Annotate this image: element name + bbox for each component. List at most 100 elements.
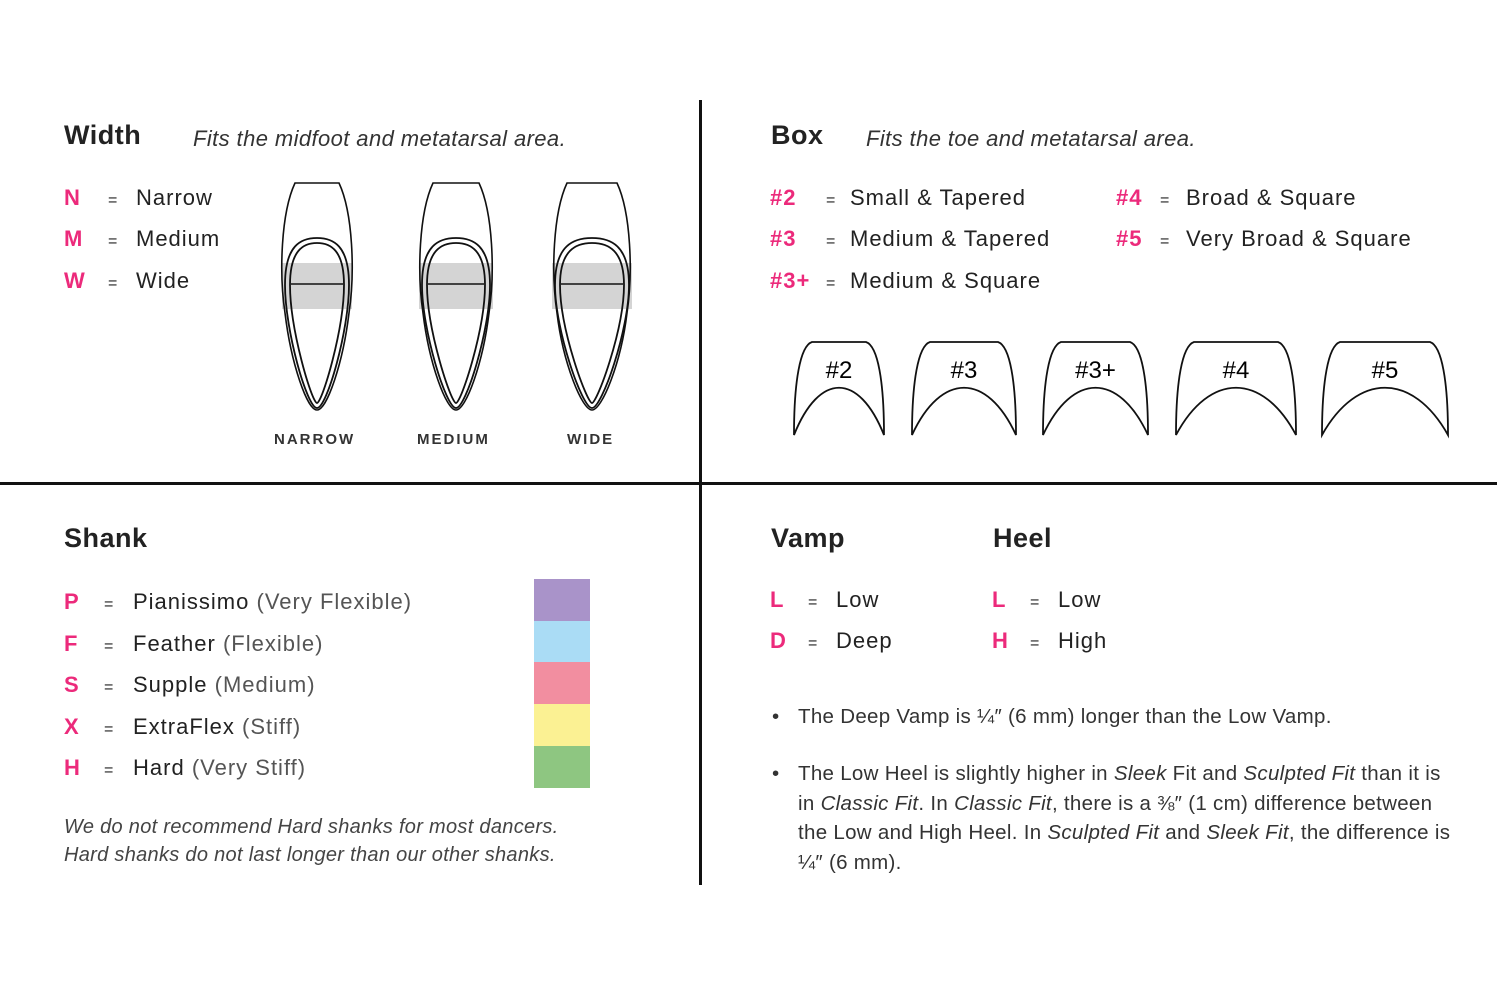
box-outline xyxy=(793,341,885,436)
width-item: M = Medium xyxy=(64,226,221,251)
shank-title: Shank xyxy=(64,523,148,553)
box-item: #3 = Medium & Tapered xyxy=(770,226,1051,251)
box-item: #4 = Broad & Square xyxy=(1116,185,1357,210)
box-label: Very Broad & Square xyxy=(1186,226,1412,251)
slipper-opening xyxy=(289,242,345,404)
heel-title: Heel xyxy=(993,523,1053,553)
width-code: M xyxy=(64,226,84,251)
box-shape-icon: #5 xyxy=(1321,341,1449,439)
shank-label: Hard xyxy=(133,755,185,780)
width-code: N xyxy=(64,185,81,210)
box-item: #2 = Small & Tapered xyxy=(770,185,1027,210)
shank-item: H = Hard (Very Stiff) xyxy=(64,755,307,780)
box-outline xyxy=(1175,341,1297,436)
box-outline xyxy=(1042,341,1149,436)
horizontal-divider xyxy=(0,482,1497,485)
box-label: Medium & Tapered xyxy=(850,226,1051,251)
box-shape-label: #3 xyxy=(951,357,978,384)
vamp-label: Low xyxy=(836,587,880,612)
width-code: W xyxy=(64,268,86,293)
slipper-outline xyxy=(281,182,353,411)
shank-detail: (Stiff) xyxy=(242,713,302,739)
shank-item: P = Pianissimo (Very Flexible) xyxy=(64,589,413,614)
heel-note-bullet: • The Low Heel is slightly higher in Slee… xyxy=(772,762,1451,874)
shank-detail: (Medium) xyxy=(214,672,316,697)
box-code: #3+ xyxy=(770,268,811,293)
vamp-item: L = Low xyxy=(770,587,880,612)
heel-item: L = Low xyxy=(992,587,1102,612)
shank-note-line: Hard shanks do not last longer than our … xyxy=(64,844,556,866)
shank-color-swatch xyxy=(534,579,590,621)
slipper-icon xyxy=(552,182,632,411)
wide-label: WIDE xyxy=(567,431,615,448)
box-shape-icon: #2 xyxy=(793,341,885,436)
slipper-opening xyxy=(559,242,625,404)
vertical-divider xyxy=(699,100,702,885)
box-outline xyxy=(911,341,1017,436)
width-label: Narrow xyxy=(136,185,213,210)
slipper-opening xyxy=(426,242,486,404)
width-label: Wide xyxy=(136,268,191,293)
vamp-label: Deep xyxy=(836,628,893,653)
width-title: Width xyxy=(64,120,142,150)
box-shape-label: #3+ xyxy=(1075,357,1116,384)
bullet-text: The Deep Vamp is ¼″ (6 mm) longer than t… xyxy=(798,705,1332,728)
width-label: Medium xyxy=(136,226,221,251)
shank-color-swatch xyxy=(534,620,590,663)
width-item: N = Narrow xyxy=(64,185,213,210)
shank-note-line: We do not recommend Hard shanks for most… xyxy=(64,816,559,838)
box-code: #5 xyxy=(1116,226,1143,251)
shank-color-swatch xyxy=(534,745,590,788)
box-title: Box xyxy=(771,120,824,150)
box-shape-label: #2 xyxy=(826,357,853,384)
box-shape-label: #5 xyxy=(1372,357,1399,384)
narrow-label: NARROW xyxy=(274,431,356,448)
shank-label: ExtraFlex xyxy=(133,713,235,739)
shank-code: F xyxy=(64,630,79,656)
box-code: #3 xyxy=(770,226,797,251)
shank-label: Supple xyxy=(133,672,208,697)
shank-color-swatch xyxy=(534,662,590,705)
box-shape-icon: #3 xyxy=(911,341,1017,436)
shank-item: F = Feather (Flexible) xyxy=(64,630,324,656)
slipper-icon xyxy=(281,182,353,411)
shank-label: Feather xyxy=(133,630,216,656)
slipper-outline xyxy=(419,182,493,411)
metatarsal-highlight xyxy=(282,263,352,309)
shank-code: S xyxy=(64,672,80,697)
box-code: #4 xyxy=(1116,185,1143,210)
metatarsal-highlight xyxy=(552,263,632,309)
shank-label: Pianissimo xyxy=(133,589,250,614)
slipper-opening xyxy=(284,237,350,409)
vamp-title: Vamp xyxy=(771,523,846,553)
medium-label: MEDIUM xyxy=(417,431,490,448)
shank-code: P xyxy=(64,589,80,614)
box-shape-icon: #4 xyxy=(1175,341,1297,436)
shank-code: X xyxy=(64,713,80,739)
shank-color-swatch xyxy=(534,704,590,747)
shank-item: X = ExtraFlex (Stiff) xyxy=(64,713,302,739)
slipper-opening xyxy=(421,237,491,409)
box-label: Small & Tapered xyxy=(850,185,1027,210)
slipper-icon xyxy=(419,182,493,411)
box-shape-diagrams: #2 #3 #3+ #4 #5 xyxy=(793,341,1449,439)
heel-code: H xyxy=(992,628,1009,653)
box-subtitle: Fits the toe and metatarsal area. xyxy=(866,126,1196,151)
box-shape-icon: #3+ xyxy=(1042,341,1149,436)
heel-item: H = High xyxy=(992,628,1108,653)
heel-label: High xyxy=(1058,628,1108,653)
box-shape-label: #4 xyxy=(1223,357,1250,384)
heel-label: Low xyxy=(1058,587,1102,612)
shank-detail: (Flexible) xyxy=(222,630,324,656)
shank-note: We do not recommend Hard shanks for most… xyxy=(64,813,559,869)
width-item: W = Wide xyxy=(64,268,191,293)
width-slipper-diagrams xyxy=(281,182,632,411)
slipper-outline xyxy=(553,182,631,411)
shank-detail: (Very Stiff) xyxy=(191,755,307,780)
heel-code: L xyxy=(992,587,1007,612)
shank-detail: (Very Flexible) xyxy=(256,589,413,614)
width-subtitle: Fits the midfoot and metatarsal area. xyxy=(193,126,567,151)
box-label: Broad & Square xyxy=(1186,185,1357,210)
shank-code: H xyxy=(64,755,81,780)
box-item: #5 = Very Broad & Square xyxy=(1116,226,1412,251)
